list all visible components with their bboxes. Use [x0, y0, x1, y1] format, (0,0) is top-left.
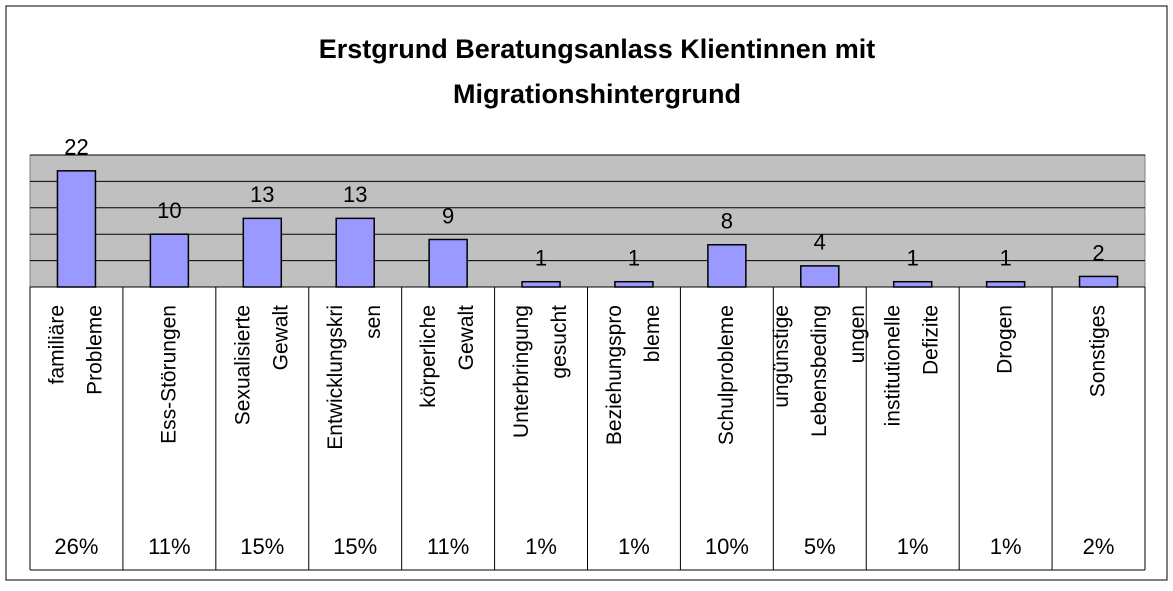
bar: [428, 238, 468, 288]
bar: [800, 265, 840, 288]
x-tick-label: ungünstige Lebensbeding ungen: [769, 305, 868, 437]
data-label: 13: [343, 182, 367, 207]
table-cell: 26%: [54, 534, 98, 559]
data-label: 1: [907, 246, 919, 271]
data-label: 8: [721, 209, 733, 234]
table-cell: 15%: [333, 534, 377, 559]
table-cell: 11%: [148, 534, 190, 559]
data-label: 4: [814, 230, 826, 255]
chart-title: Migrationshintergrund: [453, 79, 741, 109]
chart-title: Erstgrund Beratungsanlass Klientinnen mi…: [319, 34, 876, 64]
x-tick-label: familiäre Probleme: [45, 305, 106, 395]
chart-border: [5, 5, 1168, 581]
bar: [892, 280, 933, 288]
table-cell: 1%: [990, 534, 1022, 559]
data-label: 1: [628, 246, 640, 271]
x-tick-label: Drogen: [993, 305, 1016, 374]
x-tick-label: institutionelle Defizite: [881, 305, 942, 426]
bar: [56, 170, 97, 288]
x-tick-label: Beziehungspro bleme: [603, 305, 664, 445]
data-label: 2: [1092, 240, 1104, 265]
data-label: 10: [157, 198, 181, 223]
table-cell: 1%: [525, 534, 557, 559]
table-cell: 1%: [897, 534, 929, 559]
bar: [335, 217, 375, 288]
x-tick-label: Schulprobleme: [714, 305, 737, 445]
table-cell: 11%: [427, 534, 469, 559]
bar: [707, 244, 747, 288]
x-tick-label: Entwicklungskri sen: [324, 305, 385, 450]
bar: [242, 217, 283, 288]
table-cell: 2%: [1083, 534, 1115, 559]
table-cell: 15%: [240, 534, 284, 559]
bar: [521, 280, 561, 288]
table-cell: 1%: [618, 534, 650, 559]
x-tick-label: Unterbringung gesucht: [510, 305, 571, 438]
plot-area: [29, 154, 1146, 288]
data-label: 1: [1000, 246, 1012, 271]
data-label: 1: [535, 246, 547, 271]
bar: [149, 233, 190, 288]
table-cell: 5%: [804, 534, 836, 559]
x-tick-label: Sexualisierte Gewalt: [231, 305, 292, 425]
bar: [985, 280, 1026, 288]
data-label: 22: [64, 135, 88, 160]
bar: [1078, 275, 1119, 288]
table-cell: 10%: [705, 534, 749, 559]
data-label: 13: [250, 182, 274, 207]
bar: [614, 280, 654, 288]
x-tick-label: Ess-Störungen: [157, 305, 180, 444]
x-tick-label: körperliche Gewalt: [417, 305, 478, 408]
x-tick-label: Sonstiges: [1086, 305, 1109, 397]
data-label: 9: [442, 203, 454, 228]
